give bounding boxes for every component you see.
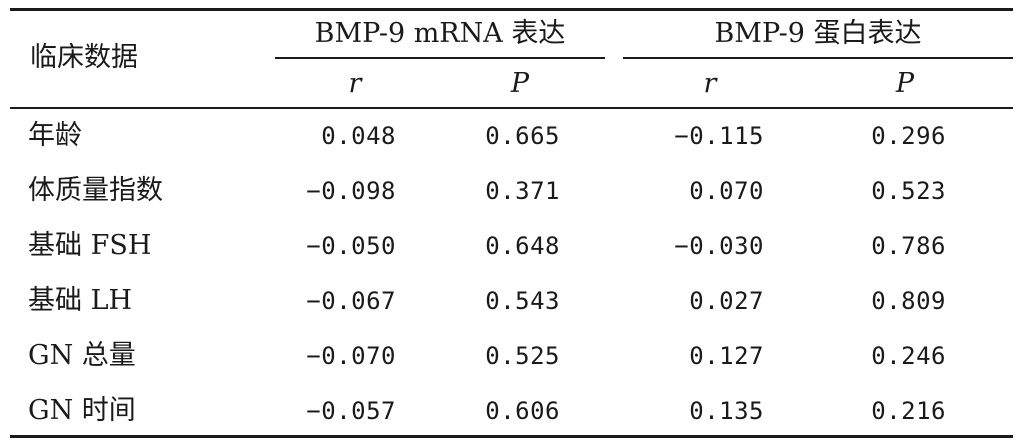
mrna-p-value: 0.525 xyxy=(485,342,560,370)
protein-p-value: 0.786 xyxy=(871,232,946,260)
row-label: 基础 LH xyxy=(28,285,133,316)
mrna-p-value: 0.543 xyxy=(485,287,560,315)
top-rule xyxy=(10,8,1013,11)
protein-r-value: 0.070 xyxy=(689,177,764,205)
row-label: 基础 FSH xyxy=(28,230,152,261)
row-label: 体质量指数 xyxy=(28,175,163,206)
mrna-r-value: −0.057 xyxy=(306,397,396,425)
subheader-mrna-r: r xyxy=(348,68,362,99)
protein-r-value: 0.027 xyxy=(689,287,764,315)
protein-p-value: 0.216 xyxy=(871,397,946,425)
protein-p-value: 0.523 xyxy=(871,177,946,205)
subheader-protein-r: r xyxy=(703,68,717,99)
group-header-protein: BMP-9 蛋白表达 xyxy=(714,18,922,49)
mrna-r-value: −0.050 xyxy=(306,232,396,260)
row-header-label: 临床数据 xyxy=(30,42,138,73)
row-label: 年龄 xyxy=(28,120,82,151)
subheader-protein-p: P xyxy=(895,68,915,99)
protein-r-value: 0.135 xyxy=(689,397,764,425)
mrna-r-value: −0.070 xyxy=(306,342,396,370)
mrna-p-value: 0.371 xyxy=(485,177,560,205)
mrna-r-value: 0.048 xyxy=(321,122,396,150)
mrna-r-value: −0.067 xyxy=(306,287,396,315)
protein-p-value: 0.246 xyxy=(871,342,946,370)
mrna-p-value: 0.665 xyxy=(485,122,560,150)
mrna-p-value: 0.648 xyxy=(485,232,560,260)
mrna-r-value: −0.098 xyxy=(306,177,396,205)
row-label: GN 总量 xyxy=(28,340,136,371)
protein-r-value: −0.115 xyxy=(674,122,764,150)
protein-p-value: 0.809 xyxy=(871,287,946,315)
subheader-mrna-p: P xyxy=(510,68,530,99)
bottom-rule xyxy=(10,435,1013,438)
protein-p-value: 0.296 xyxy=(871,122,946,150)
protein-r-value: 0.127 xyxy=(689,342,764,370)
row-label: GN 时间 xyxy=(28,395,136,426)
mrna-p-value: 0.606 xyxy=(485,397,560,425)
group-rule-protein xyxy=(623,57,1013,59)
protein-r-value: −0.030 xyxy=(674,232,764,260)
group-rule-mrna xyxy=(275,57,605,59)
group-header-mrna: BMP-9 mRNA 表达 xyxy=(314,18,566,49)
header-rule xyxy=(10,107,1013,109)
